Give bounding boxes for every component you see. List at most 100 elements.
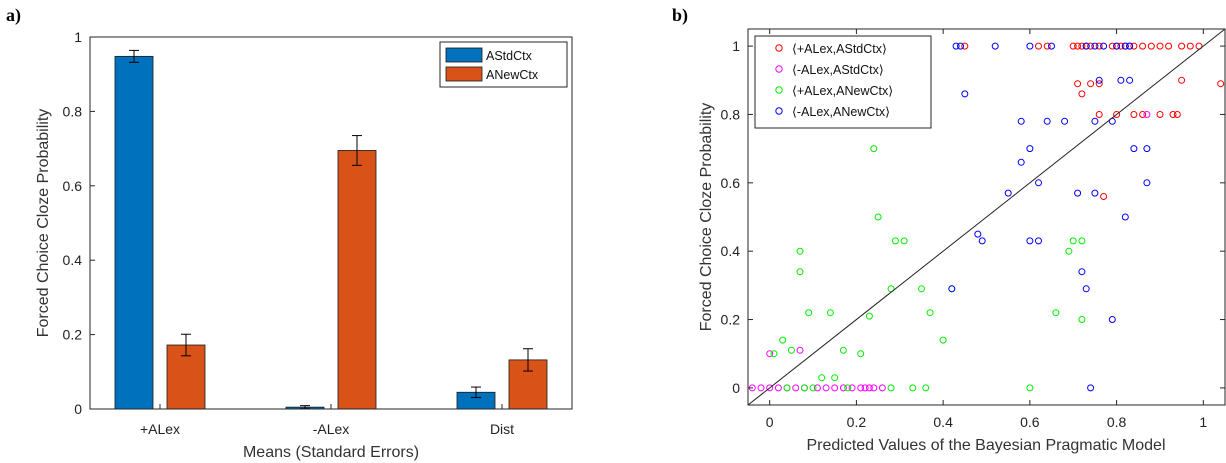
scatter-point-series-4 — [961, 90, 969, 98]
scatter-point-series-2 — [813, 384, 821, 392]
y-tick-label: 1 — [74, 29, 82, 45]
scatter-point-series-1 — [1139, 42, 1147, 50]
scatter-point-series-3 — [805, 309, 813, 317]
x-tick-label: 0.4 — [933, 414, 953, 430]
scatter-point-series-4 — [1091, 117, 1099, 125]
scatter-point-series-4 — [1126, 42, 1134, 50]
scatter-point-series-3 — [818, 374, 826, 382]
x-tick-label: 0.6 — [1020, 414, 1040, 430]
panel-b-points — [748, 42, 1225, 392]
panel-b-legend: ⟨+ALex,AStdCtx⟩ ⟨-ALex,AStdCtx⟩ ⟨+ALex,ANe… — [754, 35, 932, 129]
scatter-point-series-2 — [831, 384, 839, 392]
scatter-point-series-2 — [774, 384, 782, 392]
scatter-point-series-3 — [865, 312, 873, 320]
scatter-point-series-4 — [1087, 384, 1095, 392]
scatter-point-series-2 — [766, 350, 774, 358]
scatter-point-series-1 — [1074, 42, 1082, 50]
scatter-point-series-4 — [991, 42, 999, 50]
scatter-point-series-4 — [1026, 237, 1034, 245]
panel-a-y-axis-title: Forced Choice Cloze Probability — [35, 109, 52, 338]
scatter-point-series-1 — [1117, 42, 1125, 50]
panel-b-label: b) — [672, 5, 688, 26]
scatter-point-series-2 — [878, 384, 886, 392]
scatter-point-series-2 — [857, 384, 865, 392]
scatter-point-series-1 — [1100, 193, 1108, 200]
panel-b-x-ticks: 0 0.2 0.4 0.6 0.8 1 — [766, 29, 1207, 430]
scatter-point-series-1 — [1069, 42, 1077, 50]
y-tick-label: 1 — [732, 38, 740, 54]
scatter-point-series-4 — [1017, 117, 1025, 125]
scatter-point-series-4 — [1126, 76, 1134, 84]
bar-ANewCtx--ALex — [337, 150, 377, 410]
scatter-point-series-2 — [861, 384, 869, 392]
panel-a-plot-frame — [89, 36, 573, 410]
scatter-point-series-1 — [1130, 111, 1138, 118]
scatter-point-series-1 — [1139, 111, 1147, 118]
legend-marker-series-2 — [775, 65, 783, 73]
scatter-point-series-3 — [826, 309, 834, 317]
panel-b-plot-frame — [747, 28, 1226, 406]
scatter-point-series-3 — [844, 384, 852, 392]
scatter-point-series-1 — [1178, 76, 1186, 84]
scatter-point-series-4 — [1035, 237, 1042, 245]
scatter-point-series-4 — [952, 42, 960, 50]
scatter-point-series-4 — [1082, 285, 1090, 293]
scatter-point-series-4 — [1035, 179, 1042, 187]
scatter-point-series-4 — [1082, 42, 1090, 50]
y-tick-label: 0.6 — [63, 178, 83, 194]
y-tick-label: 0.6 — [721, 175, 741, 191]
scatter-point-series-1 — [1078, 90, 1086, 98]
y-tick-label: 0.4 — [63, 252, 83, 268]
scatter-point-series-3 — [887, 384, 895, 392]
scatter-point-series-1 — [1217, 80, 1225, 88]
scatter-point-series-2 — [839, 384, 847, 392]
scatter-point-series-1 — [1130, 42, 1138, 50]
scatter-point-series-1 — [1043, 42, 1051, 50]
y-tick-label: 0.2 — [721, 312, 741, 328]
scatter-point-series-2 — [757, 384, 765, 392]
scatter-point-series-1 — [1095, 42, 1103, 50]
scatter-point-series-4 — [957, 42, 964, 50]
scatter-point-series-1 — [1156, 111, 1164, 118]
legend-label-series-3: ⟨+ALex,ANewCtx⟩ — [792, 84, 893, 98]
scatter-point-series-3 — [831, 374, 839, 382]
scatter-point-series-3 — [779, 336, 787, 344]
diagonal-reference-line — [747, 28, 1226, 406]
scatter-point-series-3 — [1078, 237, 1086, 245]
x-tick-label: +ALex — [140, 421, 180, 437]
scatter-point-series-4 — [1143, 145, 1151, 153]
scatter-point-series-4 — [974, 230, 982, 238]
scatter-point-series-3 — [922, 384, 930, 392]
scatter-point-series-4 — [1026, 42, 1034, 50]
scatter-point-series-4 — [1121, 213, 1129, 221]
scatter-point-series-1 — [1108, 42, 1116, 50]
legend-label-series-1: ⟨+ALex,AStdCtx⟩ — [792, 42, 887, 56]
scatter-point-series-1 — [1178, 42, 1186, 50]
panel-a-x-axis-title: Means (Standard Errors) — [243, 444, 419, 461]
scatter-point-series-4 — [1100, 42, 1108, 50]
y-tick-label: 0.8 — [721, 106, 741, 122]
scatter-point-series-1 — [1074, 80, 1082, 88]
scatter-point-series-4 — [948, 285, 956, 293]
panel-b-x-axis-title: Predicted Values of the Bayesian Pragmat… — [806, 437, 1165, 454]
scatter-point-series-1 — [1113, 111, 1121, 118]
scatter-point-series-1 — [1186, 42, 1194, 50]
x-tick-label: Dist — [490, 421, 514, 437]
scatter-point-series-1 — [1087, 42, 1095, 50]
x-tick-label: 0.8 — [1107, 414, 1127, 430]
scatter-point-series-3 — [800, 384, 808, 392]
y-tick-label: 0.2 — [63, 327, 83, 343]
scatter-point-series-2 — [766, 384, 774, 392]
scatter-point-series-1 — [1087, 80, 1095, 88]
scatter-point-series-2 — [848, 384, 856, 392]
scatter-point-series-1 — [1095, 111, 1103, 118]
y-tick-label: 0.4 — [721, 243, 741, 259]
scatter-point-series-3 — [874, 213, 882, 221]
scatter-point-series-4 — [1108, 316, 1116, 323]
scatter-point-series-2 — [865, 384, 873, 392]
legend-swatch-ANewCtx — [445, 66, 483, 82]
scatter-point-series-3 — [1026, 384, 1034, 392]
scatter-point-series-3 — [1078, 316, 1086, 323]
scatter-point-series-2 — [1143, 111, 1151, 118]
